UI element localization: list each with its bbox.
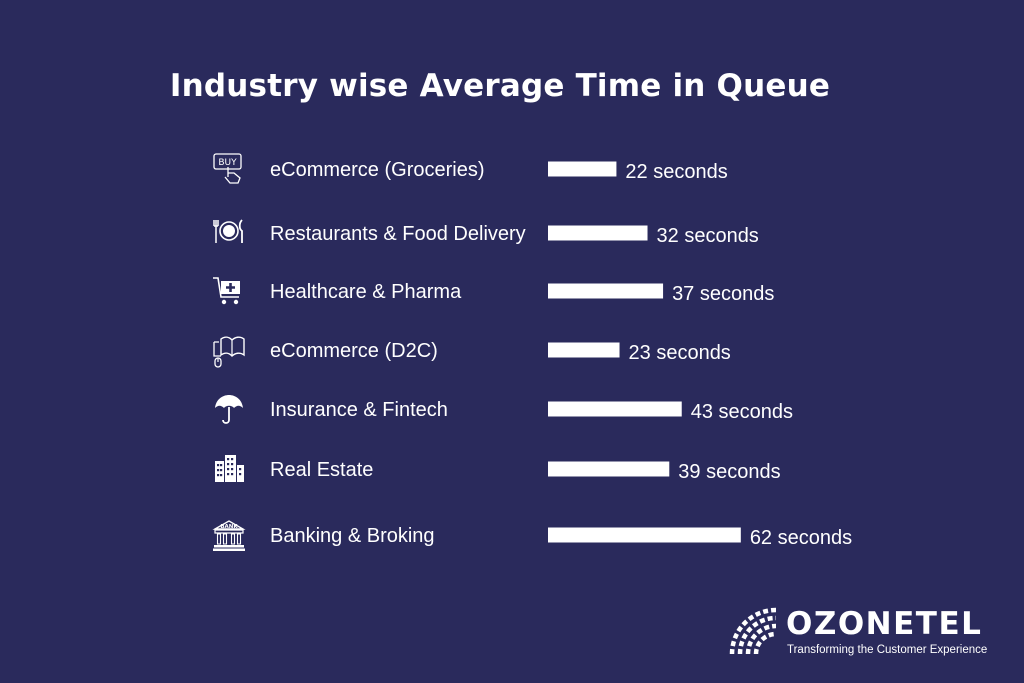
value-label: 43 seconds — [691, 401, 793, 423]
computer-book-icon — [214, 337, 244, 367]
svg-text:BANK: BANK — [220, 524, 238, 530]
bar-chart: BUY BANK eCommerce (Groceries) Restaurants… — [0, 0, 852, 551]
bank-icon: BANK — [213, 521, 245, 551]
bar — [548, 283, 664, 299]
logo-tagline: Transforming the Customer Experience — [787, 644, 988, 656]
bar — [548, 161, 617, 177]
value-labels: 22 seconds 32 seconds 37 seconds 23 seconds… — [625, 161, 852, 549]
category-label: Healthcare & Pharma — [270, 281, 462, 303]
category-label: Restaurants & Food Delivery — [270, 223, 526, 245]
umbrella-icon — [215, 395, 243, 423]
category-labels: eCommerce (Groceries) Restaurants & Food … — [270, 159, 526, 547]
bar — [548, 342, 620, 358]
bar — [548, 225, 648, 241]
category-label: Real Estate — [270, 459, 373, 481]
bar — [548, 527, 741, 543]
buy-hand-icon: BUY — [214, 154, 241, 183]
category-label: eCommerce (D2C) — [270, 340, 438, 362]
chart-title: Industry wise Average Time in Queue — [169, 68, 831, 104]
icons-layer: BUY BANK — [213, 154, 245, 551]
value-label: 32 seconds — [657, 225, 759, 247]
category-label: Insurance & Fintech — [270, 399, 448, 421]
bar — [548, 401, 682, 417]
category-label: eCommerce (Groceries) — [270, 159, 484, 181]
ozonetel-logo: OZONETEL Transforming the Customer Exper… — [728, 604, 998, 664]
category-label: Banking & Broking — [270, 525, 435, 547]
building-icon — [215, 455, 244, 482]
bars — [548, 161, 741, 543]
ozonetel-logo-mark-icon — [729, 607, 777, 655]
value-label: 39 seconds — [678, 461, 780, 483]
plate-cutlery-icon — [214, 220, 242, 243]
value-label: 62 seconds — [750, 527, 852, 549]
bar — [548, 461, 670, 477]
value-label: 22 seconds — [625, 161, 727, 183]
logo-name: OZONETEL — [786, 606, 983, 642]
svg-text:BUY: BUY — [218, 158, 237, 168]
medical-cart-icon — [213, 278, 240, 305]
value-label: 37 seconds — [672, 283, 774, 305]
value-label: 23 seconds — [629, 342, 731, 364]
